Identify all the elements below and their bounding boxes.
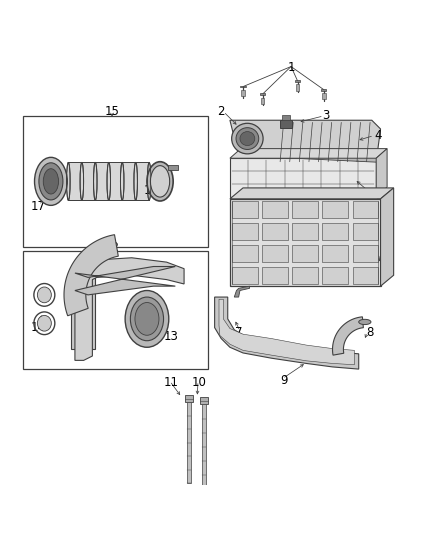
Text: 10: 10 [192, 376, 207, 389]
Ellipse shape [37, 316, 51, 331]
Polygon shape [219, 299, 354, 365]
Polygon shape [230, 188, 394, 199]
Polygon shape [376, 149, 387, 197]
Bar [322, 223, 348, 240]
Ellipse shape [147, 161, 173, 201]
Bar [322, 266, 348, 284]
Text: 7: 7 [235, 326, 242, 340]
Bar [262, 201, 288, 219]
Polygon shape [332, 317, 364, 355]
Text: 9: 9 [281, 374, 288, 386]
Text: 13: 13 [163, 330, 178, 343]
Ellipse shape [240, 132, 255, 146]
Bar [353, 223, 378, 240]
Ellipse shape [135, 303, 159, 335]
Ellipse shape [39, 163, 63, 200]
Bar [232, 245, 258, 262]
Bar [232, 266, 258, 284]
Polygon shape [234, 286, 250, 297]
Polygon shape [230, 120, 381, 161]
Text: 2: 2 [217, 105, 225, 118]
Bar [241, 90, 245, 96]
Text: 15: 15 [105, 105, 120, 118]
Bar [353, 201, 378, 219]
Bar [292, 266, 318, 284]
Polygon shape [381, 188, 394, 286]
Bar [353, 245, 378, 262]
Polygon shape [239, 149, 380, 162]
Polygon shape [75, 258, 184, 360]
Text: 4: 4 [374, 129, 382, 142]
Bar [201, 405, 206, 490]
Bar [322, 93, 325, 99]
Text: 3: 3 [322, 109, 330, 123]
Bar [22, 116, 208, 247]
Bar [261, 98, 265, 103]
Bar [185, 395, 193, 402]
Polygon shape [64, 235, 118, 316]
Text: 14: 14 [30, 321, 45, 334]
Text: 1: 1 [287, 61, 295, 74]
Bar [230, 199, 381, 286]
Bar [295, 80, 300, 82]
Bar [262, 223, 288, 240]
Bar [280, 120, 292, 128]
Ellipse shape [236, 128, 259, 149]
Polygon shape [215, 297, 359, 369]
Bar [292, 245, 318, 262]
Bar [200, 398, 208, 405]
Ellipse shape [37, 287, 51, 303]
Bar [232, 201, 258, 219]
Ellipse shape [43, 169, 59, 194]
Text: 8: 8 [366, 326, 373, 340]
Text: 11: 11 [163, 376, 178, 389]
Text: 17: 17 [30, 200, 45, 213]
Bar [260, 93, 265, 95]
Ellipse shape [150, 166, 170, 197]
Bar [262, 266, 288, 284]
Bar [232, 223, 258, 240]
Bar [296, 84, 299, 91]
Ellipse shape [359, 319, 371, 325]
Bar [22, 251, 208, 369]
Bar [283, 116, 290, 120]
Bar [321, 89, 326, 91]
Bar [240, 86, 246, 87]
Polygon shape [71, 275, 95, 350]
Bar [322, 245, 348, 262]
Bar [230, 158, 376, 197]
Bar [168, 165, 177, 171]
Bar [353, 266, 378, 284]
Text: 16: 16 [144, 183, 159, 197]
Bar [322, 201, 348, 219]
Bar [292, 201, 318, 219]
Text: 12: 12 [105, 241, 120, 254]
Bar [187, 402, 191, 483]
Ellipse shape [131, 297, 163, 341]
Bar [68, 163, 149, 200]
Text: 6: 6 [379, 247, 386, 260]
Text: 5: 5 [374, 189, 382, 202]
Ellipse shape [232, 123, 263, 154]
Ellipse shape [35, 157, 67, 205]
Ellipse shape [125, 290, 169, 348]
Polygon shape [230, 149, 387, 158]
Bar [292, 223, 318, 240]
Bar [262, 245, 288, 262]
Polygon shape [75, 266, 175, 295]
